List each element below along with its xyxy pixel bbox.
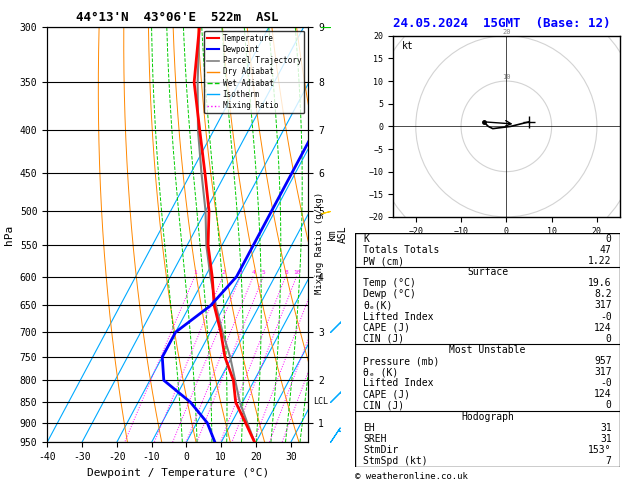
Text: 1.22: 1.22 xyxy=(588,256,611,266)
Text: Lifted Index: Lifted Index xyxy=(364,378,434,388)
Text: 7: 7 xyxy=(606,456,611,466)
Y-axis label: km
ASL: km ASL xyxy=(326,226,348,243)
Text: 0: 0 xyxy=(606,334,611,344)
Text: 24.05.2024  15GMT  (Base: 12): 24.05.2024 15GMT (Base: 12) xyxy=(393,17,611,30)
Text: 4: 4 xyxy=(252,270,255,276)
Text: 31: 31 xyxy=(600,423,611,433)
Text: θₑ(K): θₑ(K) xyxy=(364,300,392,311)
Text: 153°: 153° xyxy=(588,445,611,455)
Text: 2: 2 xyxy=(221,270,225,276)
Text: 10: 10 xyxy=(502,74,511,80)
Text: 3: 3 xyxy=(239,270,243,276)
Text: 20: 20 xyxy=(502,29,511,35)
Text: -0: -0 xyxy=(600,378,611,388)
Text: Mixing Ratio (g/kg): Mixing Ratio (g/kg) xyxy=(315,192,324,294)
Text: SREH: SREH xyxy=(364,434,387,444)
Text: CIN (J): CIN (J) xyxy=(364,400,404,411)
Text: Most Unstable: Most Unstable xyxy=(449,345,526,355)
Text: 957: 957 xyxy=(594,356,611,366)
Legend: Temperature, Dewpoint, Parcel Trajectory, Dry Adiabat, Wet Adiabat, Isotherm, Mi: Temperature, Dewpoint, Parcel Trajectory… xyxy=(204,31,304,113)
Text: θₑ (K): θₑ (K) xyxy=(364,367,399,377)
Text: 47: 47 xyxy=(600,245,611,255)
Text: Dewp (°C): Dewp (°C) xyxy=(364,289,416,299)
Text: -0: -0 xyxy=(600,312,611,322)
Text: Hodograph: Hodograph xyxy=(461,412,514,421)
Text: EH: EH xyxy=(364,423,375,433)
Text: 8: 8 xyxy=(284,270,288,276)
Text: 124: 124 xyxy=(594,389,611,399)
Text: CAPE (J): CAPE (J) xyxy=(364,323,410,333)
Text: 5: 5 xyxy=(262,270,265,276)
Text: 8.2: 8.2 xyxy=(594,289,611,299)
Text: Pressure (mb): Pressure (mb) xyxy=(364,356,440,366)
Text: 0: 0 xyxy=(606,234,611,244)
Text: kt: kt xyxy=(402,41,414,52)
FancyBboxPatch shape xyxy=(355,233,620,467)
Y-axis label: hPa: hPa xyxy=(4,225,14,244)
Text: StmDir: StmDir xyxy=(364,445,399,455)
Text: 0: 0 xyxy=(606,400,611,411)
Text: 317: 317 xyxy=(594,300,611,311)
Text: 10: 10 xyxy=(293,270,301,276)
Text: 31: 31 xyxy=(600,434,611,444)
Text: StmSpd (kt): StmSpd (kt) xyxy=(364,456,428,466)
Text: Temp (°C): Temp (°C) xyxy=(364,278,416,288)
Text: Surface: Surface xyxy=(467,267,508,277)
Text: Lifted Index: Lifted Index xyxy=(364,312,434,322)
Title: 44°13'N  43°06'E  522m  ASL: 44°13'N 43°06'E 522m ASL xyxy=(77,11,279,24)
Text: © weatheronline.co.uk: © weatheronline.co.uk xyxy=(355,472,468,481)
Text: Totals Totals: Totals Totals xyxy=(364,245,440,255)
X-axis label: Dewpoint / Temperature (°C): Dewpoint / Temperature (°C) xyxy=(87,468,269,478)
Text: 124: 124 xyxy=(594,323,611,333)
Text: CIN (J): CIN (J) xyxy=(364,334,404,344)
Text: K: K xyxy=(364,234,369,244)
Text: CAPE (J): CAPE (J) xyxy=(364,389,410,399)
Text: 1: 1 xyxy=(193,270,197,276)
Text: LCL: LCL xyxy=(313,397,328,406)
Text: 317: 317 xyxy=(594,367,611,377)
Text: 19.6: 19.6 xyxy=(588,278,611,288)
Text: PW (cm): PW (cm) xyxy=(364,256,404,266)
